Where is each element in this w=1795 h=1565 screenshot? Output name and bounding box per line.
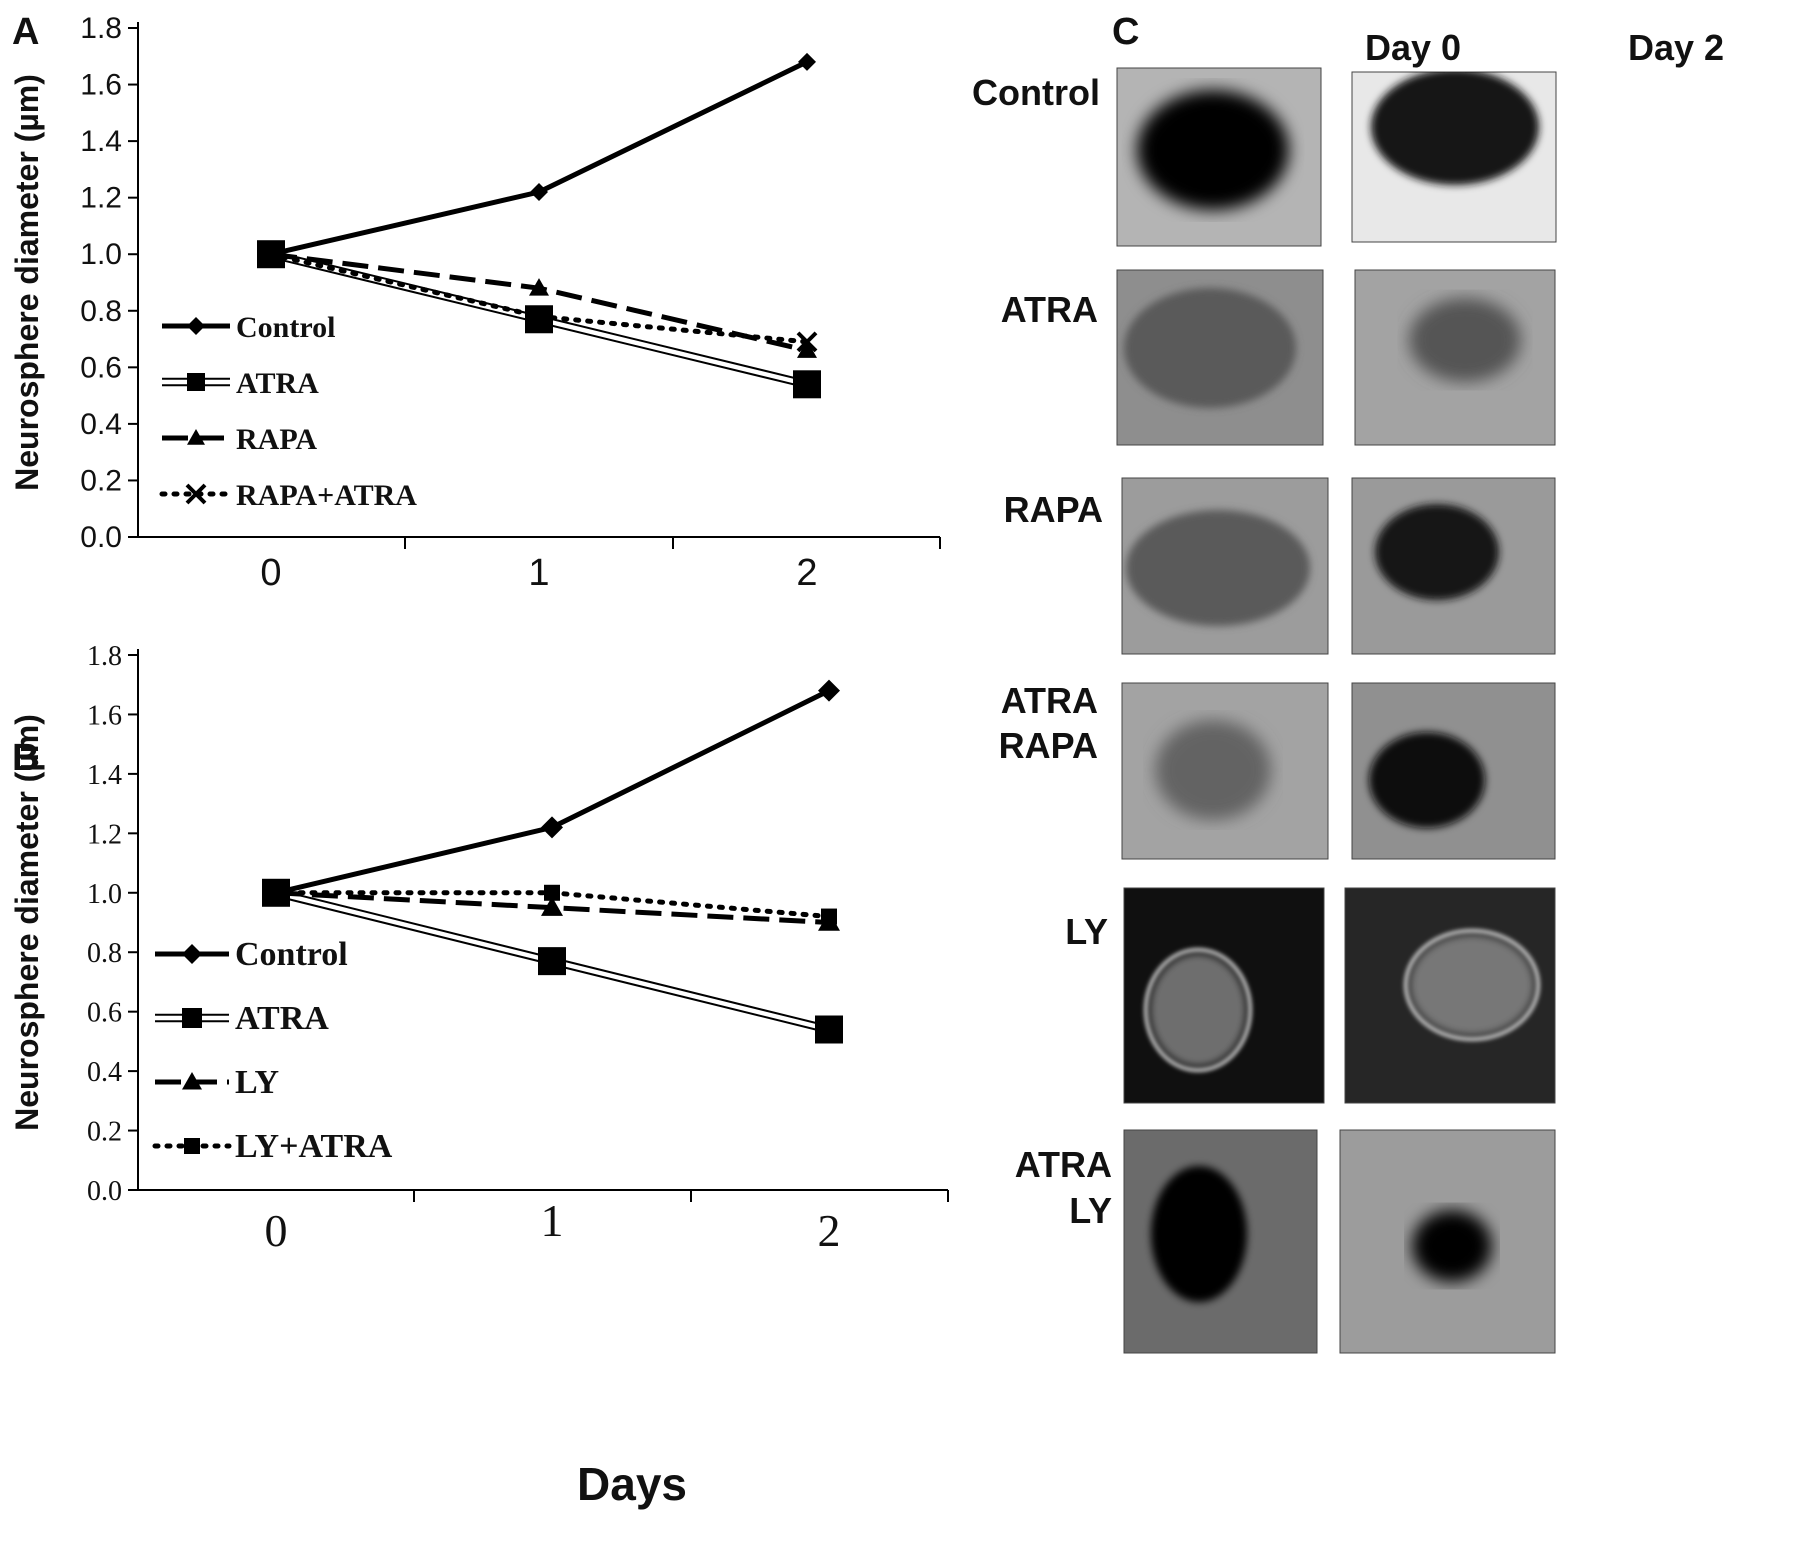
legend-marker-atra	[187, 373, 205, 391]
micrograph-atra-ly-day-0	[1123, 1129, 1318, 1354]
y-tick-label-a: 0.8	[80, 295, 122, 328]
legend-label-ly: LY	[235, 1064, 279, 1101]
data-point-control	[818, 679, 840, 702]
data-point-rapa	[529, 278, 549, 296]
micrograph-atra-rapa-day-2	[1351, 682, 1556, 860]
y-tick-label-b: 1.2	[87, 819, 122, 850]
data-point-control	[262, 245, 280, 264]
y-tick-label-a: 0.4	[80, 408, 122, 441]
data-point-control	[798, 52, 816, 71]
micrograph-atra-rapa-day-0	[1121, 682, 1329, 860]
x-tick-label-b: 2	[818, 1205, 841, 1256]
data-point-atra	[815, 1015, 843, 1044]
legend-label-atra: ATRA	[236, 367, 319, 400]
data-point-control	[541, 816, 563, 839]
data-point-ly	[818, 911, 840, 931]
series-line-rapa	[270, 251, 808, 353]
x-tick-label-a: 1	[528, 552, 549, 594]
micrograph-ly-day-2	[1344, 887, 1556, 1104]
legend-label-control: Control	[236, 311, 335, 344]
data-point-control	[265, 881, 287, 904]
y-tick-label-b: 0.4	[87, 1057, 122, 1088]
legend-label-ly-atra: LY+ATRA	[235, 1128, 393, 1165]
y-tick-label-a: 1.4	[80, 125, 122, 158]
series-line-atra	[270, 250, 808, 389]
y-tick-label-a: 0.0	[80, 521, 122, 554]
legend-marker-ly-atra	[184, 1138, 200, 1154]
x-tick-label-b: 1	[541, 1195, 564, 1246]
micrograph-atra-day-2	[1354, 269, 1556, 446]
y-axis-label-a: Neurosphere diameter (µm)	[9, 74, 45, 491]
row-label-atra-ly: ATRA	[1015, 1144, 1112, 1185]
legend-marker-ly	[182, 1072, 202, 1090]
data-point-ly	[541, 896, 563, 916]
y-tick-label-a: 0.2	[80, 464, 122, 497]
y-tick-label-b: 0.8	[87, 938, 122, 969]
legend-label-rapa-atra: RAPA+ATRA	[236, 479, 417, 512]
data-point-control	[530, 183, 548, 202]
panel-letter-c: C	[1112, 11, 1139, 53]
column-header-day-0: Day 0	[1365, 27, 1461, 68]
y-tick-label-b: 1.8	[87, 641, 122, 672]
y-tick-label-b: 0.2	[87, 1117, 122, 1148]
y-tick-label-a: 1.6	[80, 69, 122, 102]
micrograph-rapa-day-0	[1121, 477, 1329, 655]
legend-marker-control	[187, 317, 205, 335]
panel-letter-b: B	[12, 737, 39, 779]
row-label-ly: LY	[1065, 911, 1108, 952]
legend-marker-atra	[182, 1008, 202, 1028]
data-point-atra	[793, 370, 821, 399]
x-tick-label-a: 0	[260, 552, 281, 594]
legend-label-rapa: RAPA	[236, 423, 317, 456]
legend-label-atra: ATRA	[235, 1000, 329, 1037]
data-point-ly-atra	[544, 884, 560, 901]
x-tick-label-b: 0	[265, 1205, 288, 1256]
y-tick-label-a: 1.0	[80, 238, 122, 271]
series-line-atra	[274, 888, 831, 1034]
legend-marker-rapa-atra	[185, 483, 207, 505]
x-axis-label-b: Days	[577, 1458, 687, 1510]
x-tick-label-a: 2	[796, 552, 817, 594]
panel-letter-a: A	[12, 11, 39, 53]
series-line-control	[270, 59, 809, 257]
data-point-atra	[525, 305, 553, 334]
micrograph-ly-day-0	[1123, 887, 1325, 1104]
column-header-day-2: Day 2	[1628, 27, 1724, 68]
micrograph-atra-ly-day-2	[1339, 1129, 1556, 1354]
chart-b: 0.0 0.2 0.4 0.6 0.8 1.0 1.2 1.4 1.6 1.8 0 1 2 Neurosp…	[9, 641, 949, 1256]
legend-label-control: Control	[235, 936, 348, 973]
series-line-control	[275, 688, 831, 896]
y-tick-label-a: 1.2	[80, 182, 122, 215]
y-tick-label-b: 1.6	[87, 700, 122, 731]
micrograph-atra-day-0	[1116, 269, 1324, 446]
y-tick-label-a: 0.6	[80, 351, 122, 384]
data-point-atra	[538, 947, 566, 976]
y-tick-label-b: 0.0	[87, 1176, 122, 1207]
micrograph-control-day-2	[1351, 71, 1557, 243]
y-tick-label-b: 1.4	[87, 760, 122, 791]
row-label-atra-ly: LY	[1069, 1190, 1112, 1231]
row-label-control: Control	[972, 72, 1100, 113]
chart-a: 0.0 0.2 0.4 0.6 0.8 1.0 1.2 1.4 1.6 1.8 0 1 2 Neurosp…	[9, 12, 941, 594]
row-label-rapa: RAPA	[1004, 489, 1103, 530]
micrograph-rapa-day-2	[1351, 477, 1556, 655]
data-point-rapa	[797, 340, 817, 358]
y-axis-label-b: Neurosphere diameter (µm)	[9, 714, 45, 1131]
legend-marker-control	[182, 944, 202, 964]
micrograph-control-day-0	[1116, 67, 1322, 247]
row-label-atra-rapa: ATRA	[1001, 680, 1098, 721]
y-tick-label-b: 1.0	[87, 879, 122, 910]
row-label-atra-rapa: RAPA	[999, 725, 1098, 766]
row-label-atra: ATRA	[1001, 289, 1098, 330]
legend-marker-rapa	[187, 429, 205, 445]
y-tick-label-a: 1.8	[80, 12, 122, 45]
micrograph-panel: Day 0 Day 2 ControlATRARAPAATRARAPALYATR…	[972, 27, 1724, 1354]
y-tick-label-b: 0.6	[87, 998, 122, 1029]
